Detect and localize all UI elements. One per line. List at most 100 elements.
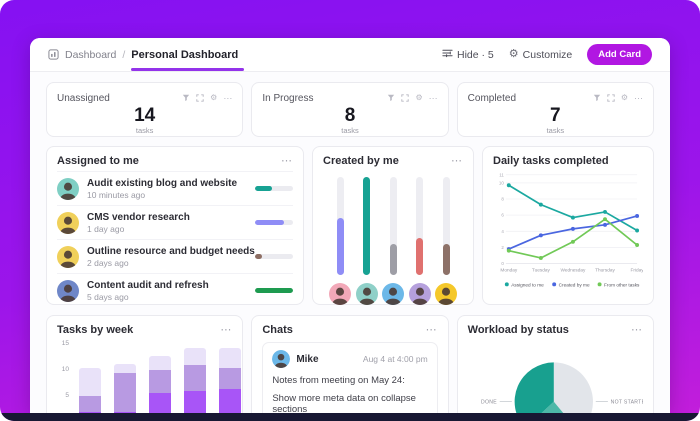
bar-segment xyxy=(184,347,206,365)
svg-text:10: 10 xyxy=(499,180,504,185)
bar-column[interactable] xyxy=(329,177,351,305)
bar-column[interactable] xyxy=(408,177,431,305)
ellipsis-icon[interactable]: ⋯ xyxy=(223,92,233,103)
stat-card-icons: ⚙ ⋯ xyxy=(387,89,438,107)
ellipsis-icon[interactable]: ⋯ xyxy=(633,92,643,103)
expand-icon[interactable] xyxy=(607,89,615,107)
task-name: Outline resource and budget needs xyxy=(87,245,255,257)
stat-card-title: In Progress xyxy=(262,92,314,104)
svg-text:Assigned to me: Assigned to me xyxy=(511,282,544,288)
pie-slice[interactable] xyxy=(514,362,554,413)
bar-segment xyxy=(79,395,101,412)
task-row[interactable]: Audit existing blog and website 10 minute… xyxy=(57,171,293,205)
filter-icon[interactable] xyxy=(387,89,395,107)
card-title: Assigned to me xyxy=(57,155,139,167)
card-title: Chats xyxy=(262,324,293,336)
breadcrumb-root[interactable]: Dashboard xyxy=(65,48,117,61)
gear-icon[interactable]: ⚙ xyxy=(620,93,628,102)
avatar xyxy=(272,350,291,368)
card-title: Workload by status xyxy=(467,324,569,336)
gear-icon[interactable]: ⚙ xyxy=(210,93,218,102)
card-title: Daily tasks completed xyxy=(493,155,609,167)
chat-timestamp: Aug 4 at 4:00 pm xyxy=(362,354,428,364)
chat-message[interactable]: Mike Aug 4 at 4:00 pm Notes from meeting… xyxy=(262,342,438,413)
pie-slice[interactable] xyxy=(525,401,579,413)
task-time: 5 days ago xyxy=(87,291,129,302)
svg-text:Friday: Friday xyxy=(631,267,643,273)
expand-icon[interactable] xyxy=(401,89,410,107)
svg-text:From other tasks: From other tasks xyxy=(604,282,640,288)
bar-segment xyxy=(184,364,206,391)
avatar xyxy=(57,245,79,268)
filter-icon[interactable] xyxy=(593,89,601,107)
stacked-bar[interactable] xyxy=(219,347,241,413)
stat-value: 14 xyxy=(134,105,156,126)
stat-card-icons: ⚙ ⋯ xyxy=(593,89,643,107)
pie-slice[interactable] xyxy=(553,362,593,413)
stacked-bar[interactable] xyxy=(149,355,171,413)
bar-column[interactable] xyxy=(355,177,378,305)
customize-button[interactable]: ⚙ Customize xyxy=(509,49,572,61)
bar-track xyxy=(442,177,450,275)
ellipsis-icon[interactable]: ⋯ xyxy=(630,323,643,336)
bar-segment xyxy=(184,390,206,413)
avatar xyxy=(382,283,404,305)
stat-card-title: Completed xyxy=(467,92,517,104)
legend-item[interactable]: Created by me xyxy=(552,282,590,288)
ellipsis-icon[interactable]: ⋯ xyxy=(451,154,463,167)
svg-text:11: 11 xyxy=(499,172,504,177)
hide-button[interactable]: Hide · 5 xyxy=(442,48,494,61)
top-bar: Dashboard / Personal Dashboard Hide · 5 … xyxy=(30,38,670,72)
ellipsis-icon[interactable]: ⋯ xyxy=(425,323,438,336)
progress-bar xyxy=(255,254,293,259)
axis-tick-label: 10 xyxy=(61,366,69,373)
gear-icon: ⚙ xyxy=(508,48,519,60)
stat-card: Completed ⚙ ⋯ 7 tasks xyxy=(456,82,654,137)
workload-by-status-card: Workload by status ⋯ NOT STARTED DONE xyxy=(456,315,654,413)
chat-author: Mike xyxy=(296,353,319,365)
task-name: CMS vendor research xyxy=(87,211,190,223)
ellipsis-icon[interactable]: ⋯ xyxy=(281,154,293,167)
svg-text:6: 6 xyxy=(501,213,504,218)
dashboard-icon xyxy=(48,49,59,60)
expand-icon[interactable] xyxy=(196,89,204,107)
customize-label: Customize xyxy=(522,48,573,61)
ellipsis-icon[interactable]: ⋯ xyxy=(428,92,438,103)
stat-card: In Progress ⚙ ⋯ 8 tasks xyxy=(251,82,449,137)
add-card-button[interactable]: Add Card xyxy=(587,44,652,65)
legend-item[interactable]: From other tasks xyxy=(597,282,640,288)
gear-icon[interactable]: ⚙ xyxy=(415,93,423,102)
bar-column[interactable] xyxy=(382,177,404,305)
bar-track xyxy=(389,177,397,275)
pie-label: DONE xyxy=(481,399,497,405)
chats-card: Chats ⋯ Mike Aug 4 at 4:00 pm Notes from… xyxy=(251,315,449,413)
task-time: 1 day ago xyxy=(87,223,125,234)
daily-tasks-completed-card: Daily tasks completed 0 2 4 6 8 10 11 Monday Tue… xyxy=(482,146,654,305)
widgets-row-bottom: Tasks by week ⋯ 15 10 5 Chats ⋯ Mike xyxy=(46,315,654,413)
svg-text:8: 8 xyxy=(501,197,504,202)
stacked-bar[interactable] xyxy=(114,363,136,413)
bar-column[interactable] xyxy=(435,177,457,305)
page-bottom-strip xyxy=(0,413,700,421)
task-row[interactable]: CMS vendor research 1 day ago xyxy=(57,205,293,239)
filter-icon[interactable] xyxy=(182,89,190,107)
stat-card: Unassigned ⚙ ⋯ 14 tasks xyxy=(46,82,244,137)
legend-item[interactable]: Assigned to me xyxy=(504,282,544,288)
dashboard-window: Dashboard / Personal Dashboard Hide · 5 … xyxy=(30,38,670,413)
task-name: Content audit and refresh xyxy=(87,279,209,291)
bar-track xyxy=(416,177,423,275)
ellipsis-icon[interactable]: ⋯ xyxy=(220,323,233,336)
task-row[interactable]: Outline resource and budget needs 2 days … xyxy=(57,239,293,273)
avatar xyxy=(272,350,291,368)
stacked-bar[interactable] xyxy=(184,347,206,413)
stacked-bar[interactable] xyxy=(79,368,101,413)
task-row[interactable]: Content audit and refresh 5 days ago xyxy=(57,273,293,307)
task-time: 2 days ago xyxy=(87,257,129,268)
page-title[interactable]: Personal Dashboard xyxy=(131,48,245,71)
bar-segment xyxy=(149,355,171,370)
avatar xyxy=(57,211,79,234)
bar-segment xyxy=(114,363,136,373)
card-title: Tasks by week xyxy=(57,324,134,336)
bar-segment xyxy=(219,389,241,413)
bar-segment xyxy=(219,347,241,369)
